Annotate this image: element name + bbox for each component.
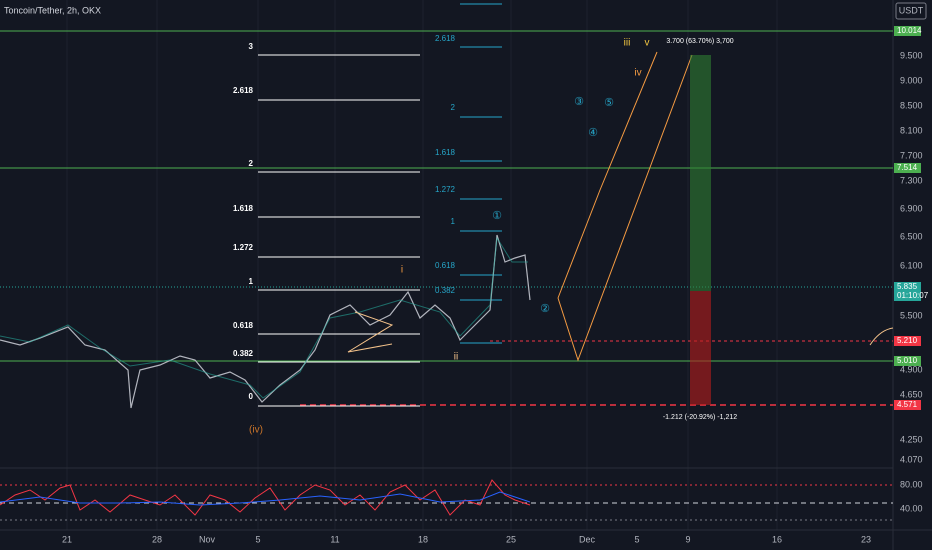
position-target: 3.700 (63.70%) 3,700 xyxy=(666,38,733,45)
price-tag xyxy=(894,163,921,173)
fib-label: 1 xyxy=(451,217,456,226)
price-label: 80.00 xyxy=(900,479,923,489)
fib-label: 1.618 xyxy=(233,204,254,213)
price-label: 7.700 xyxy=(900,150,923,160)
fib-label: 1 xyxy=(249,277,254,286)
projection xyxy=(557,51,658,299)
wave-label: ③ xyxy=(574,96,584,108)
wave-label: (iv) xyxy=(249,425,263,436)
date-label: 11 xyxy=(330,534,339,544)
fib-label: 2.618 xyxy=(233,86,254,95)
price-label: 4.070 xyxy=(900,454,923,464)
price-tag-text: 01:10:07 xyxy=(897,291,929,300)
date-label: Dec xyxy=(579,534,596,544)
date-label: 5 xyxy=(634,534,639,544)
fib-label: 0.618 xyxy=(435,261,456,270)
rsi-line xyxy=(0,479,531,516)
price-label: 8.100 xyxy=(900,125,923,135)
price-tag xyxy=(894,356,921,366)
loss-zone xyxy=(690,291,711,405)
date-label: 28 xyxy=(152,534,162,544)
fib-label: 2 xyxy=(249,159,254,168)
date-label: 18 xyxy=(418,534,428,544)
date-label: 25 xyxy=(506,534,516,544)
fib-label: 0.382 xyxy=(435,286,456,295)
date-label: 21 xyxy=(62,534,72,544)
wave-label: i xyxy=(401,265,403,276)
price-tag-text: 10.014 xyxy=(897,26,922,35)
wave-label: v xyxy=(645,38,650,49)
triangle xyxy=(347,311,394,353)
triangle xyxy=(347,343,393,353)
price-label: 6.100 xyxy=(900,260,923,270)
price-label: 5.500 xyxy=(900,310,923,320)
fib-label: 3 xyxy=(249,42,254,51)
curve xyxy=(869,327,894,346)
price-label: 6.900 xyxy=(900,203,923,213)
fib-label: 1.272 xyxy=(435,185,456,194)
fib-label: 0 xyxy=(249,392,254,401)
price-candles xyxy=(0,234,531,409)
wave-label: ① xyxy=(492,210,502,222)
profit-zone xyxy=(690,55,711,291)
wave-label: ② xyxy=(540,303,550,315)
wave-label: ii xyxy=(454,352,458,363)
date-label: Nov xyxy=(199,534,216,544)
wave-label: ④ xyxy=(588,127,598,139)
date-label: 9 xyxy=(685,534,690,544)
price-label: 9.500 xyxy=(900,50,923,60)
wave-label: iv xyxy=(634,68,641,79)
wave-label: ⑤ xyxy=(604,97,614,109)
price-label: 9.000 xyxy=(900,75,923,85)
fib-lines xyxy=(460,3,502,344)
grid xyxy=(66,0,778,530)
price-tag xyxy=(894,26,921,36)
projection xyxy=(557,54,693,362)
fib-label: 1.618 xyxy=(435,148,456,157)
price-label: 6.500 xyxy=(900,231,923,241)
fib-label: 0.382 xyxy=(233,349,254,358)
price-label: 4.250 xyxy=(900,434,923,444)
position-stop: -1.212 (-20.92%) -1,212 xyxy=(663,414,737,421)
currency-box xyxy=(895,2,927,20)
fib-label: 0.618 xyxy=(233,321,254,330)
price-tag xyxy=(894,282,921,292)
chart-title: Toncoin/Tether, 2h, OKX xyxy=(4,5,101,15)
date-label: 5 xyxy=(255,534,260,544)
fib-label: 2.618 xyxy=(435,34,456,43)
price-tag xyxy=(894,400,921,410)
price-candles xyxy=(0,236,528,399)
price-tag xyxy=(894,291,921,301)
price-tag-text: 5.010 xyxy=(897,356,918,365)
price-label: 4.650 xyxy=(900,389,923,399)
price-label: 4.900 xyxy=(900,364,923,374)
date-label: 23 xyxy=(861,534,871,544)
fib-label: 1.272 xyxy=(233,243,254,252)
date-label: 16 xyxy=(772,534,782,544)
price-label: 40.00 xyxy=(900,503,923,513)
price-tag-text: 5.210 xyxy=(897,336,918,345)
fib-label: 2 xyxy=(451,103,456,112)
price-tag-text: 4.571 xyxy=(897,400,918,409)
price-tag-text: 5.835 xyxy=(897,282,918,291)
fib-lines xyxy=(258,54,420,407)
rsi-ma xyxy=(0,491,531,506)
price-tag-text: 7.514 xyxy=(897,163,918,172)
price-label: 7.300 xyxy=(900,175,923,185)
price-label: 8.500 xyxy=(900,100,923,110)
wave-label: iii xyxy=(624,38,631,49)
currency: USDT xyxy=(899,5,924,15)
price-tag xyxy=(894,336,921,346)
